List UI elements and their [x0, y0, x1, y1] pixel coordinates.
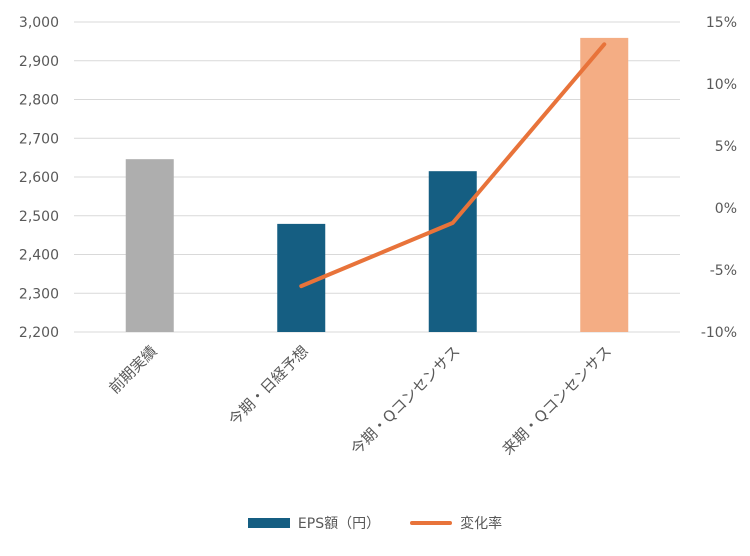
line-change-rate	[299, 42, 607, 289]
combo-chart: 2,200 2,300 2,400 2,500 2,600 2,700 2,800 2,900…	[19, 15, 737, 458]
y2-tick-label: 15%	[706, 15, 737, 31]
y2-tick-label: -5%	[710, 263, 737, 279]
category-label: 今期・日経予想	[225, 342, 312, 429]
category-label: 前期実績	[105, 342, 160, 397]
legend-swatch-change	[410, 521, 453, 525]
gridlines	[74, 21, 680, 333]
bar	[580, 37, 629, 332]
y-tick-label: 2,600	[19, 170, 59, 186]
bar-series	[125, 37, 629, 332]
y-axis-right: -10% -5% 0% 5% 10% 15%	[701, 15, 737, 341]
y-axis-left: 2,200 2,300 2,400 2,500 2,600 2,700 2,800 2,900…	[19, 15, 59, 341]
y-tick-label: 2,300	[19, 286, 59, 302]
category-label: 今期・Qコンセンサス	[347, 342, 463, 458]
y2-tick-label: -10%	[701, 325, 737, 341]
y2-tick-label: 10%	[706, 77, 737, 93]
bar	[428, 171, 477, 332]
category-label: 来期・Qコンセンサス	[499, 342, 615, 458]
y-tick-label: 2,900	[19, 54, 59, 70]
legend-label-eps: EPS額（円）	[297, 516, 381, 532]
line-series	[299, 42, 607, 289]
y-tick-label: 2,500	[19, 209, 59, 225]
legend-swatch-eps	[247, 518, 290, 528]
y-tick-label: 2,700	[19, 131, 59, 147]
bar	[125, 159, 174, 332]
legend: EPS額（円） 変化率	[0, 513, 750, 533]
legend-item-change: 変化率	[410, 513, 502, 533]
legend-item-eps: EPS額（円）	[247, 513, 381, 533]
y-tick-label: 2,200	[19, 325, 59, 341]
x-axis-categories: 前期実績 今期・日経予想 今期・Qコンセンサス 来期・Qコンセンサス	[105, 342, 615, 458]
y-tick-label: 2,800	[19, 93, 59, 109]
y-tick-label: 2,400	[19, 248, 59, 264]
legend-label-change: 変化率	[460, 516, 503, 532]
y2-tick-label: 5%	[715, 139, 737, 155]
y2-tick-label: 0%	[715, 201, 737, 217]
y-tick-label: 3,000	[19, 15, 59, 31]
